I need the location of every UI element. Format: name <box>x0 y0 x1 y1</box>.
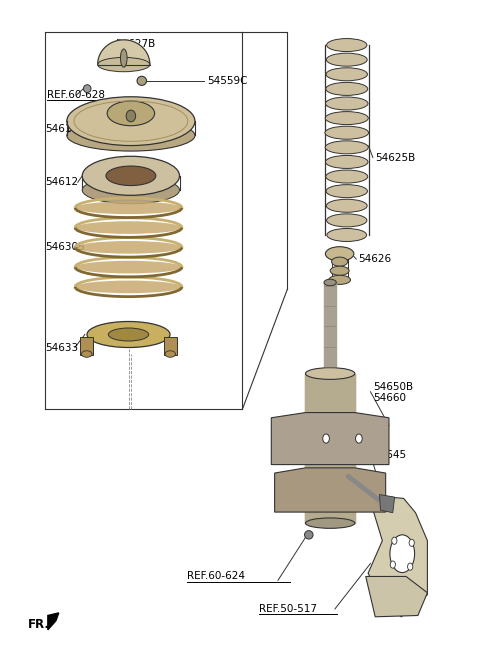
Ellipse shape <box>392 537 397 544</box>
Text: 54612: 54612 <box>46 177 79 188</box>
Ellipse shape <box>87 321 170 348</box>
Ellipse shape <box>330 266 349 276</box>
Text: REF.50-517: REF.50-517 <box>259 604 317 614</box>
Text: 54660: 54660 <box>373 393 406 403</box>
Ellipse shape <box>326 39 367 52</box>
Polygon shape <box>380 495 395 513</box>
Ellipse shape <box>325 126 369 139</box>
Ellipse shape <box>356 434 362 443</box>
Ellipse shape <box>409 539 414 546</box>
Text: 54559C: 54559C <box>207 76 247 86</box>
Text: FR.: FR. <box>27 618 49 631</box>
Ellipse shape <box>82 351 92 358</box>
Ellipse shape <box>75 261 182 274</box>
Ellipse shape <box>75 241 182 254</box>
Polygon shape <box>80 337 94 356</box>
Polygon shape <box>164 337 177 356</box>
Ellipse shape <box>326 83 368 95</box>
Ellipse shape <box>75 221 182 234</box>
Ellipse shape <box>137 76 146 85</box>
Text: 54627B: 54627B <box>116 39 156 49</box>
Polygon shape <box>48 613 59 630</box>
Ellipse shape <box>82 176 180 204</box>
Polygon shape <box>97 40 150 64</box>
Text: REF.60-628: REF.60-628 <box>47 90 105 100</box>
Ellipse shape <box>165 351 176 358</box>
Ellipse shape <box>126 110 136 122</box>
Polygon shape <box>275 468 385 512</box>
Ellipse shape <box>107 101 155 126</box>
Ellipse shape <box>332 257 348 266</box>
Ellipse shape <box>67 120 195 151</box>
Ellipse shape <box>326 214 367 227</box>
Text: 54630S: 54630S <box>46 241 85 252</box>
Ellipse shape <box>304 531 313 539</box>
Text: REF.60-624: REF.60-624 <box>187 571 245 581</box>
Text: 54625B: 54625B <box>375 153 416 163</box>
Ellipse shape <box>326 170 368 183</box>
Text: 54645: 54645 <box>373 450 406 460</box>
Polygon shape <box>366 577 427 617</box>
Polygon shape <box>271 413 389 464</box>
Ellipse shape <box>325 247 354 261</box>
Ellipse shape <box>326 199 367 213</box>
Ellipse shape <box>84 85 91 92</box>
Ellipse shape <box>120 49 127 67</box>
Ellipse shape <box>408 563 413 570</box>
Ellipse shape <box>326 53 367 66</box>
Text: 54650B: 54650B <box>373 382 413 392</box>
Ellipse shape <box>325 97 368 110</box>
Ellipse shape <box>324 279 336 286</box>
Ellipse shape <box>67 97 195 146</box>
Ellipse shape <box>325 141 368 154</box>
Ellipse shape <box>326 184 368 197</box>
Ellipse shape <box>75 201 182 214</box>
Ellipse shape <box>326 68 368 81</box>
Ellipse shape <box>327 228 367 241</box>
Ellipse shape <box>305 518 355 528</box>
Ellipse shape <box>108 328 149 341</box>
Text: 54626: 54626 <box>359 254 392 264</box>
Ellipse shape <box>325 155 368 169</box>
Polygon shape <box>368 497 427 617</box>
Ellipse shape <box>329 276 350 285</box>
Ellipse shape <box>97 58 150 72</box>
Text: 54633: 54633 <box>46 342 79 352</box>
Ellipse shape <box>390 561 396 568</box>
Text: 54610: 54610 <box>46 124 78 134</box>
Ellipse shape <box>82 156 180 195</box>
Ellipse shape <box>75 281 182 293</box>
Ellipse shape <box>390 535 415 573</box>
Ellipse shape <box>323 434 329 443</box>
Ellipse shape <box>305 367 355 379</box>
Ellipse shape <box>106 166 156 186</box>
Ellipse shape <box>325 112 368 125</box>
